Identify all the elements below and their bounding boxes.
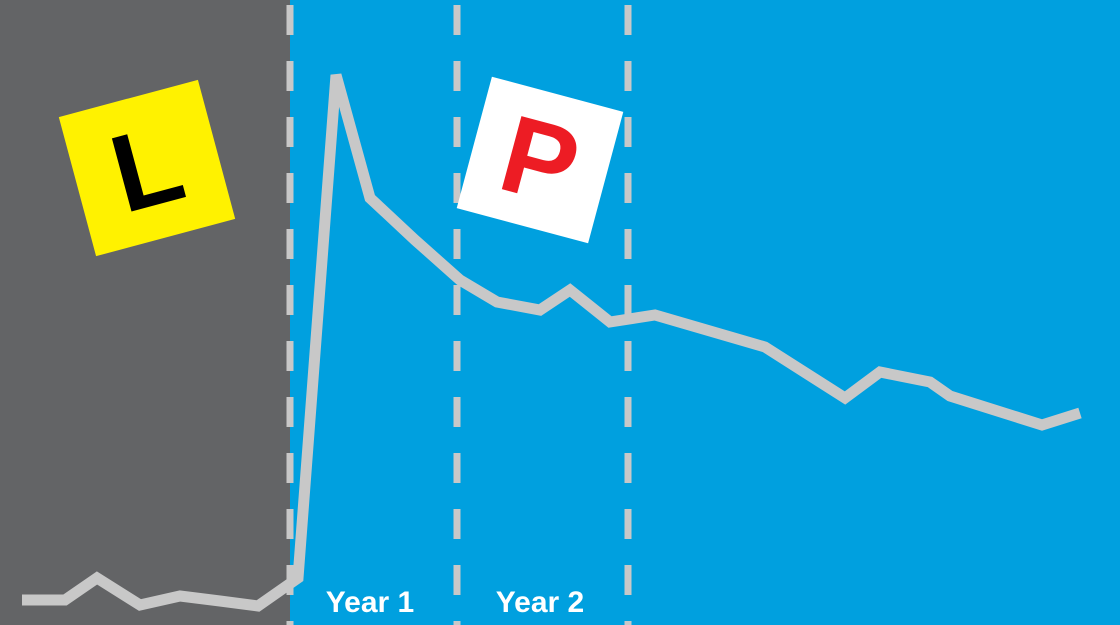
year-1-label: Year 1 — [326, 586, 414, 619]
year-2-label: Year 2 — [496, 586, 584, 619]
p-plate: P — [456, 76, 624, 244]
provisional-phase — [290, 0, 1120, 625]
p-plate-bg — [456, 76, 624, 244]
learner-phase — [0, 0, 290, 625]
data-line — [22, 73, 1082, 612]
l-plate-bg — [58, 79, 236, 257]
l-plate: L — [58, 79, 236, 257]
